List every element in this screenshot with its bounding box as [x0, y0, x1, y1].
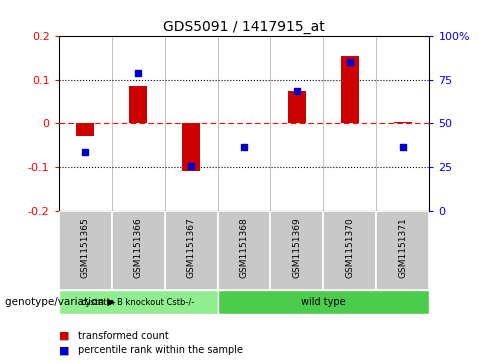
Bar — [394, 122, 412, 123]
Text: GSM1151366: GSM1151366 — [134, 217, 142, 278]
Bar — [376, 211, 429, 290]
Point — [81, 149, 89, 155]
Text: GSM1151368: GSM1151368 — [240, 217, 248, 278]
Bar — [112, 211, 164, 290]
Bar — [324, 211, 376, 290]
Point — [240, 144, 248, 150]
Bar — [164, 211, 218, 290]
Point — [187, 163, 195, 169]
Bar — [59, 211, 112, 290]
Text: GSM1151365: GSM1151365 — [81, 217, 90, 278]
Bar — [270, 211, 324, 290]
Bar — [76, 123, 94, 136]
Bar — [341, 56, 359, 123]
Text: ■: ■ — [59, 331, 69, 341]
Bar — [182, 123, 200, 171]
Bar — [129, 86, 147, 123]
Text: wild type: wild type — [301, 297, 346, 307]
Text: percentile rank within the sample: percentile rank within the sample — [78, 345, 243, 355]
Text: GSM1151367: GSM1151367 — [186, 217, 196, 278]
Text: cystatin B knockout Cstb-/-: cystatin B knockout Cstb-/- — [81, 298, 195, 307]
Text: genotype/variation ▶: genotype/variation ▶ — [5, 297, 115, 307]
Bar — [288, 91, 306, 123]
Point — [293, 88, 301, 94]
Text: GSM1151370: GSM1151370 — [346, 217, 354, 278]
Bar — [218, 211, 270, 290]
Text: GSM1151371: GSM1151371 — [398, 217, 407, 278]
Text: transformed count: transformed count — [78, 331, 169, 341]
Title: GDS5091 / 1417915_at: GDS5091 / 1417915_at — [163, 20, 325, 34]
Text: ■: ■ — [59, 345, 69, 355]
Point — [346, 60, 354, 65]
Point — [399, 144, 407, 150]
Point — [134, 70, 142, 76]
Bar — [218, 290, 429, 314]
Bar — [59, 290, 218, 314]
Text: GSM1151369: GSM1151369 — [292, 217, 302, 278]
